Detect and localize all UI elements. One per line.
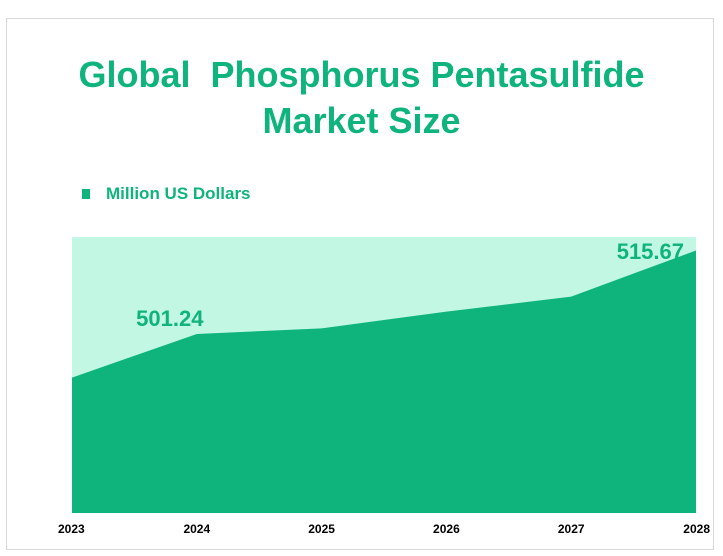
x-tick-label: 2027 [558,522,585,536]
chart-title: Global Phosphorus Pentasulfide Market Si… [78,54,645,141]
data-labels: 501.24 515.67 [136,239,684,331]
x-axis-ticks: 2023 2024 2025 2026 2027 2028 [58,522,710,536]
data-label: 515.67 [617,239,684,264]
x-tick-label: 2028 [683,522,710,536]
x-tick-label: 2025 [308,522,335,536]
x-tick-label: 2026 [433,522,460,536]
data-label: 501.24 [136,306,204,331]
legend-label: Million US Dollars [106,184,251,203]
area-series [72,250,696,513]
x-tick-label: 2023 [58,522,85,536]
legend: Million US Dollars [82,184,251,204]
x-tick-label: 2024 [183,522,210,536]
legend-swatch [82,189,90,199]
